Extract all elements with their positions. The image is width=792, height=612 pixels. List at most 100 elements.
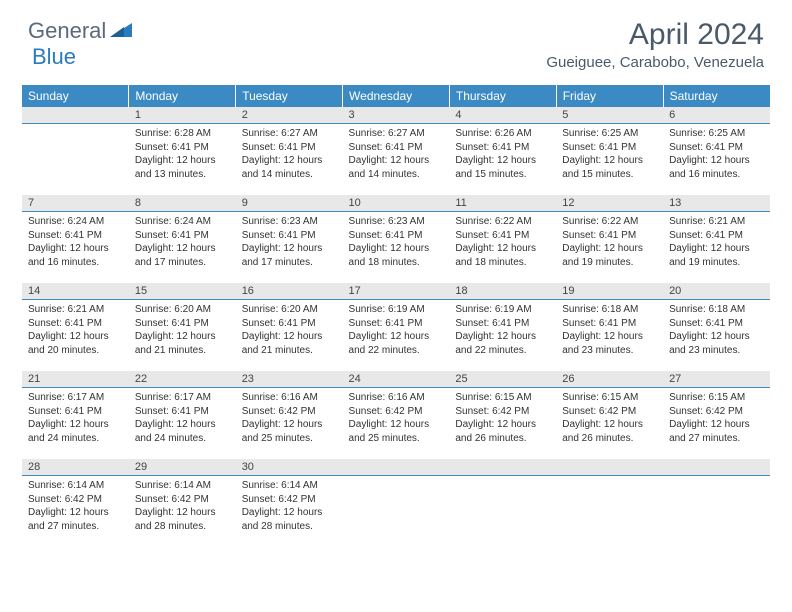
daylight-line: Daylight: 12 hours and 20 minutes.: [28, 330, 123, 357]
daylight-line: Daylight: 12 hours and 25 minutes.: [242, 418, 337, 445]
day-number: 12: [556, 195, 663, 212]
day-number: 29: [129, 459, 236, 476]
sunset-line: Sunset: 6:41 PM: [242, 229, 337, 243]
sunrise-line: Sunrise: 6:18 AM: [669, 303, 764, 317]
day-number: 25: [449, 371, 556, 388]
day-cell: 23Sunrise: 6:16 AMSunset: 6:42 PMDayligh…: [236, 371, 343, 459]
sunset-line: Sunset: 6:41 PM: [562, 229, 657, 243]
day-cell: 11Sunrise: 6:22 AMSunset: 6:41 PMDayligh…: [449, 195, 556, 283]
day-number: 21: [22, 371, 129, 388]
day-number: 15: [129, 283, 236, 300]
day-content: Sunrise: 6:21 AMSunset: 6:41 PMDaylight:…: [22, 300, 129, 361]
sunset-line: Sunset: 6:41 PM: [28, 229, 123, 243]
sunset-line: Sunset: 6:42 PM: [562, 405, 657, 419]
day-cell: 12Sunrise: 6:22 AMSunset: 6:41 PMDayligh…: [556, 195, 663, 283]
day-content: Sunrise: 6:20 AMSunset: 6:41 PMDaylight:…: [129, 300, 236, 361]
day-number: 28: [22, 459, 129, 476]
title-block: April 2024 Gueiguee, Carabobo, Venezuela: [546, 18, 764, 71]
day-content: Sunrise: 6:21 AMSunset: 6:41 PMDaylight:…: [663, 212, 770, 273]
sunset-line: Sunset: 6:41 PM: [242, 317, 337, 331]
daylight-line: Daylight: 12 hours and 15 minutes.: [562, 154, 657, 181]
sunset-line: Sunset: 6:42 PM: [28, 493, 123, 507]
weekday-header: Saturday: [663, 85, 770, 107]
day-content: Sunrise: 6:14 AMSunset: 6:42 PMDaylight:…: [129, 476, 236, 537]
day-cell: 20Sunrise: 6:18 AMSunset: 6:41 PMDayligh…: [663, 283, 770, 371]
sunrise-line: Sunrise: 6:28 AM: [135, 127, 230, 141]
day-cell: 3Sunrise: 6:27 AMSunset: 6:41 PMDaylight…: [343, 107, 450, 195]
day-number: 6: [663, 107, 770, 124]
header: General April 2024 Gueiguee, Carabobo, V…: [0, 0, 792, 79]
logo-text-blue: Blue: [32, 44, 76, 69]
day-content: Sunrise: 6:16 AMSunset: 6:42 PMDaylight:…: [343, 388, 450, 449]
sunset-line: Sunset: 6:41 PM: [455, 229, 550, 243]
calendar-row: 21Sunrise: 6:17 AMSunset: 6:41 PMDayligh…: [22, 371, 770, 459]
empty-cell: [556, 459, 663, 547]
daynum-bar: [343, 459, 450, 476]
day-number: 14: [22, 283, 129, 300]
sunrise-line: Sunrise: 6:19 AM: [455, 303, 550, 317]
daylight-line: Daylight: 12 hours and 24 minutes.: [28, 418, 123, 445]
daylight-line: Daylight: 12 hours and 17 minutes.: [135, 242, 230, 269]
day-content: Sunrise: 6:23 AMSunset: 6:41 PMDaylight:…: [236, 212, 343, 273]
calendar-row: 28Sunrise: 6:14 AMSunset: 6:42 PMDayligh…: [22, 459, 770, 547]
sunrise-line: Sunrise: 6:22 AM: [455, 215, 550, 229]
sunrise-line: Sunrise: 6:19 AM: [349, 303, 444, 317]
day-cell: 17Sunrise: 6:19 AMSunset: 6:41 PMDayligh…: [343, 283, 450, 371]
sunset-line: Sunset: 6:42 PM: [349, 405, 444, 419]
day-cell: 7Sunrise: 6:24 AMSunset: 6:41 PMDaylight…: [22, 195, 129, 283]
day-content: Sunrise: 6:25 AMSunset: 6:41 PMDaylight:…: [556, 124, 663, 185]
daylight-line: Daylight: 12 hours and 19 minutes.: [562, 242, 657, 269]
day-number: 19: [556, 283, 663, 300]
weekday-header: Tuesday: [236, 85, 343, 107]
calendar-row: 14Sunrise: 6:21 AMSunset: 6:41 PMDayligh…: [22, 283, 770, 371]
day-content: Sunrise: 6:15 AMSunset: 6:42 PMDaylight:…: [449, 388, 556, 449]
calendar-row: 1Sunrise: 6:28 AMSunset: 6:41 PMDaylight…: [22, 107, 770, 195]
daylight-line: Daylight: 12 hours and 17 minutes.: [242, 242, 337, 269]
daylight-line: Daylight: 12 hours and 21 minutes.: [135, 330, 230, 357]
logo-triangle-icon: [110, 21, 132, 42]
daylight-line: Daylight: 12 hours and 26 minutes.: [562, 418, 657, 445]
sunset-line: Sunset: 6:41 PM: [135, 141, 230, 155]
day-cell: 26Sunrise: 6:15 AMSunset: 6:42 PMDayligh…: [556, 371, 663, 459]
daynum-bar: [663, 459, 770, 476]
sunrise-line: Sunrise: 6:24 AM: [135, 215, 230, 229]
day-cell: 25Sunrise: 6:15 AMSunset: 6:42 PMDayligh…: [449, 371, 556, 459]
sunset-line: Sunset: 6:41 PM: [242, 141, 337, 155]
sunrise-line: Sunrise: 6:25 AM: [562, 127, 657, 141]
day-content: Sunrise: 6:14 AMSunset: 6:42 PMDaylight:…: [236, 476, 343, 537]
day-cell: 30Sunrise: 6:14 AMSunset: 6:42 PMDayligh…: [236, 459, 343, 547]
sunset-line: Sunset: 6:42 PM: [242, 405, 337, 419]
sunrise-line: Sunrise: 6:27 AM: [349, 127, 444, 141]
day-number: 22: [129, 371, 236, 388]
sunset-line: Sunset: 6:41 PM: [669, 229, 764, 243]
sunrise-line: Sunrise: 6:15 AM: [455, 391, 550, 405]
day-content: Sunrise: 6:27 AMSunset: 6:41 PMDaylight:…: [343, 124, 450, 185]
day-content: Sunrise: 6:18 AMSunset: 6:41 PMDaylight:…: [556, 300, 663, 361]
sunrise-line: Sunrise: 6:20 AM: [242, 303, 337, 317]
sunrise-line: Sunrise: 6:15 AM: [562, 391, 657, 405]
sunrise-line: Sunrise: 6:23 AM: [242, 215, 337, 229]
day-number: 20: [663, 283, 770, 300]
sunset-line: Sunset: 6:41 PM: [349, 317, 444, 331]
calendar-body: 1Sunrise: 6:28 AMSunset: 6:41 PMDaylight…: [22, 107, 770, 547]
daylight-line: Daylight: 12 hours and 28 minutes.: [242, 506, 337, 533]
weekday-header: Thursday: [449, 85, 556, 107]
day-number: 17: [343, 283, 450, 300]
sunrise-line: Sunrise: 6:14 AM: [28, 479, 123, 493]
sunset-line: Sunset: 6:41 PM: [349, 141, 444, 155]
sunset-line: Sunset: 6:41 PM: [562, 317, 657, 331]
daylight-line: Daylight: 12 hours and 22 minutes.: [455, 330, 550, 357]
day-number: 13: [663, 195, 770, 212]
daylight-line: Daylight: 12 hours and 23 minutes.: [562, 330, 657, 357]
day-number: 23: [236, 371, 343, 388]
weekday-header: Friday: [556, 85, 663, 107]
day-cell: 27Sunrise: 6:15 AMSunset: 6:42 PMDayligh…: [663, 371, 770, 459]
weekday-header: Sunday: [22, 85, 129, 107]
daylight-line: Daylight: 12 hours and 14 minutes.: [242, 154, 337, 181]
empty-cell: [343, 459, 450, 547]
day-content: Sunrise: 6:19 AMSunset: 6:41 PMDaylight:…: [449, 300, 556, 361]
sunrise-line: Sunrise: 6:27 AM: [242, 127, 337, 141]
day-number: 16: [236, 283, 343, 300]
sunset-line: Sunset: 6:42 PM: [242, 493, 337, 507]
day-content: Sunrise: 6:15 AMSunset: 6:42 PMDaylight:…: [663, 388, 770, 449]
